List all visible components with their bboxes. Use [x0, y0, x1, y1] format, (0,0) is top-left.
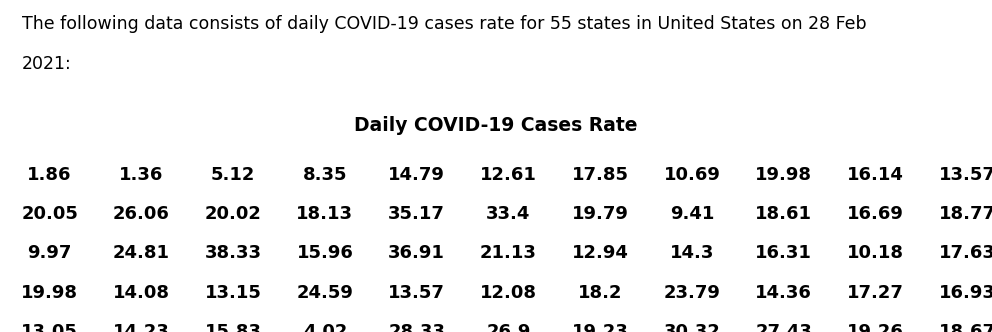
Text: 10.18: 10.18 [847, 244, 904, 262]
Text: 23.79: 23.79 [664, 284, 720, 301]
Text: 18.2: 18.2 [578, 284, 622, 301]
Text: 30.32: 30.32 [664, 323, 720, 332]
Text: 26.9: 26.9 [486, 323, 531, 332]
Text: 38.33: 38.33 [204, 244, 262, 262]
Text: 1.36: 1.36 [119, 166, 164, 184]
Text: 12.61: 12.61 [480, 166, 537, 184]
Text: 4.02: 4.02 [303, 323, 347, 332]
Text: 19.98: 19.98 [755, 166, 812, 184]
Text: 13.05: 13.05 [21, 323, 78, 332]
Text: 16.14: 16.14 [847, 166, 904, 184]
Text: 17.85: 17.85 [571, 166, 629, 184]
Text: 14.36: 14.36 [755, 284, 812, 301]
Text: 14.23: 14.23 [113, 323, 170, 332]
Text: 33.4: 33.4 [486, 205, 531, 223]
Text: 14.79: 14.79 [388, 166, 445, 184]
Text: 13.15: 13.15 [204, 284, 262, 301]
Text: 24.81: 24.81 [113, 244, 170, 262]
Text: 19.23: 19.23 [571, 323, 629, 332]
Text: 24.59: 24.59 [297, 284, 353, 301]
Text: 16.69: 16.69 [847, 205, 904, 223]
Text: 2021:: 2021: [22, 55, 71, 73]
Text: 13.57: 13.57 [388, 284, 445, 301]
Text: 5.12: 5.12 [211, 166, 255, 184]
Text: 15.96: 15.96 [297, 244, 353, 262]
Text: 19.79: 19.79 [571, 205, 629, 223]
Text: 35.17: 35.17 [388, 205, 445, 223]
Text: 18.77: 18.77 [938, 205, 992, 223]
Text: 18.61: 18.61 [755, 205, 812, 223]
Text: 14.08: 14.08 [113, 284, 170, 301]
Text: 14.3: 14.3 [670, 244, 714, 262]
Text: 20.05: 20.05 [21, 205, 78, 223]
Text: 9.97: 9.97 [28, 244, 71, 262]
Text: 26.06: 26.06 [113, 205, 170, 223]
Text: 20.02: 20.02 [204, 205, 262, 223]
Text: 19.98: 19.98 [21, 284, 78, 301]
Text: 12.94: 12.94 [571, 244, 629, 262]
Text: 13.57: 13.57 [938, 166, 992, 184]
Text: 12.08: 12.08 [480, 284, 537, 301]
Text: 17.27: 17.27 [847, 284, 904, 301]
Text: 27.43: 27.43 [755, 323, 812, 332]
Text: 1.86: 1.86 [28, 166, 71, 184]
Text: 9.41: 9.41 [670, 205, 714, 223]
Text: 28.33: 28.33 [388, 323, 445, 332]
Text: 16.31: 16.31 [755, 244, 812, 262]
Text: The following data consists of daily COVID-19 cases rate for 55 states in United: The following data consists of daily COV… [22, 15, 866, 33]
Text: Daily COVID-19 Cases Rate: Daily COVID-19 Cases Rate [354, 116, 638, 135]
Text: 18.67: 18.67 [938, 323, 992, 332]
Text: 15.83: 15.83 [204, 323, 262, 332]
Text: 21.13: 21.13 [480, 244, 537, 262]
Text: 17.63: 17.63 [938, 244, 992, 262]
Text: 36.91: 36.91 [388, 244, 445, 262]
Text: 8.35: 8.35 [303, 166, 347, 184]
Text: 10.69: 10.69 [664, 166, 720, 184]
Text: 18.13: 18.13 [297, 205, 353, 223]
Text: 16.93: 16.93 [938, 284, 992, 301]
Text: 19.26: 19.26 [847, 323, 904, 332]
